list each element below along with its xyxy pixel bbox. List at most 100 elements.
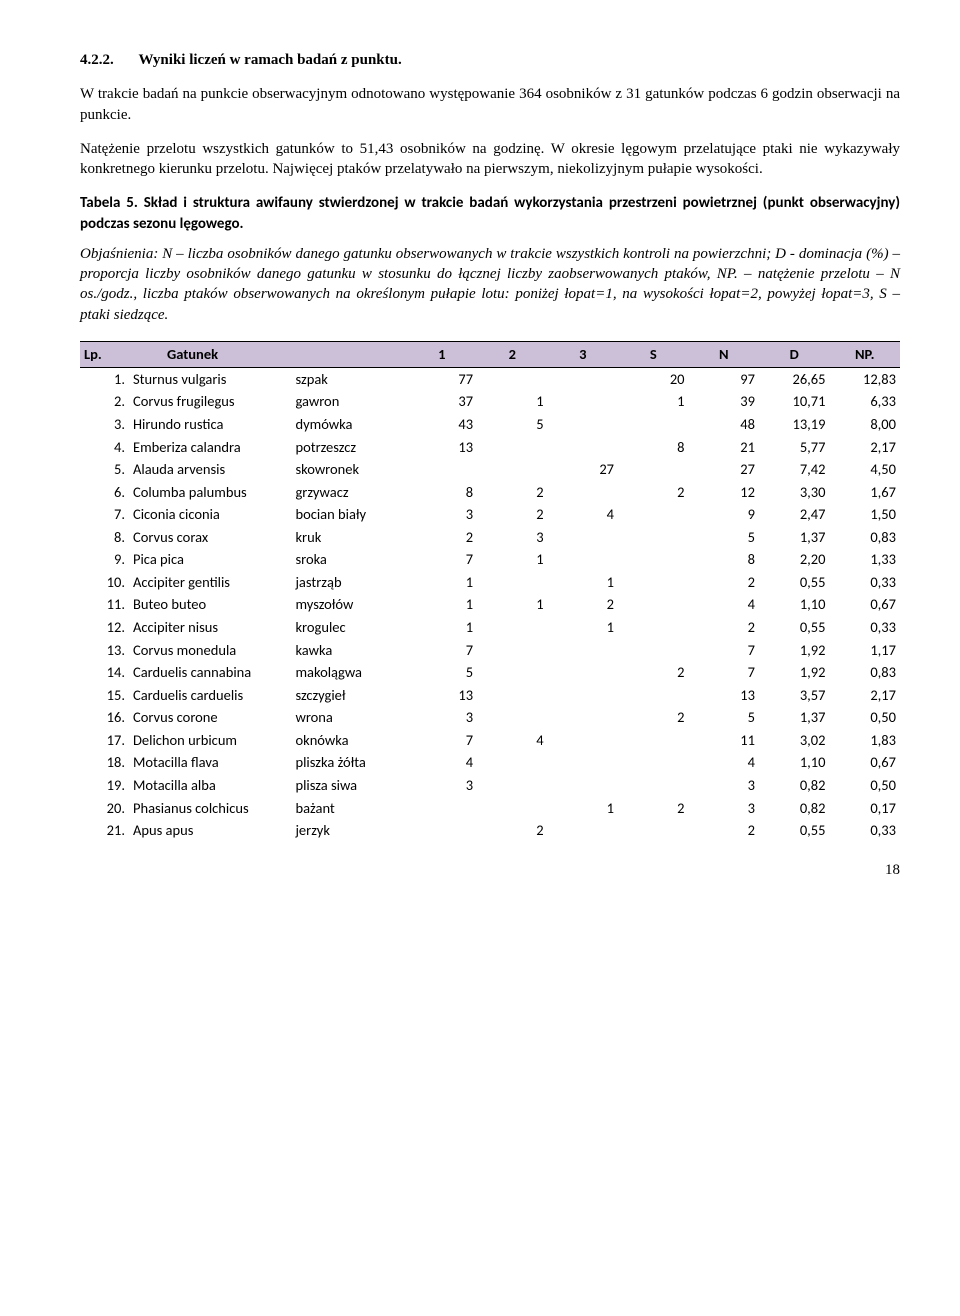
table-cell: 0,17: [829, 797, 900, 820]
table-cell: 19.: [80, 774, 127, 797]
table-cell: 21.: [80, 820, 127, 843]
table-cell: Delichon urbicum: [127, 729, 291, 752]
table-cell: 13: [407, 684, 477, 707]
th-1: 1: [407, 341, 477, 368]
table-cell: 12.: [80, 617, 127, 640]
table-cell: [618, 639, 688, 662]
table-cell: 0,55: [759, 820, 829, 843]
table-cell: 2.: [80, 391, 127, 414]
table-cell: makolągwa: [291, 662, 406, 685]
table-cell: Sturnus vulgaris: [127, 368, 291, 391]
table-cell: [548, 436, 618, 459]
table-cell: [618, 684, 688, 707]
table-cell: 0,82: [759, 797, 829, 820]
table-cell: 6,33: [829, 391, 900, 414]
table-cell: bocian biały: [291, 504, 406, 527]
page-number: 18: [80, 860, 900, 880]
table-cell: [618, 617, 688, 640]
table-cell: 7: [407, 729, 477, 752]
table-cell: plisza siwa: [291, 774, 406, 797]
table-cell: [618, 594, 688, 617]
table-cell: [407, 797, 477, 820]
table-cell: 27: [548, 459, 618, 482]
table-cell: 97: [689, 368, 759, 391]
table-cell: 17.: [80, 729, 127, 752]
table-cell: 8: [689, 549, 759, 572]
table-cell: [477, 752, 547, 775]
table-cell: 1,50: [829, 504, 900, 527]
table-cell: [477, 684, 547, 707]
table-cell: 1,10: [759, 752, 829, 775]
heading-text: Wyniki liczeń w ramach badań z punktu.: [138, 52, 401, 68]
table-cell: 8: [407, 481, 477, 504]
table-cell: 10,71: [759, 391, 829, 414]
table-cell: 9: [689, 504, 759, 527]
table-cell: 2: [477, 481, 547, 504]
table-cell: [618, 459, 688, 482]
table-row: 17.Delichon urbicumoknówka74113,021,83: [80, 729, 900, 752]
table-row: 12.Accipiter nisuskrogulec1120,550,33: [80, 617, 900, 640]
table-cell: [477, 459, 547, 482]
table-row: 8.Corvus coraxkruk2351,370,83: [80, 526, 900, 549]
table-cell: szpak: [291, 368, 406, 391]
table-cell: 1,83: [829, 729, 900, 752]
table-cell: kruk: [291, 526, 406, 549]
table-cell: Motacilla flava: [127, 752, 291, 775]
table-cell: 4: [689, 752, 759, 775]
table-cell: 20: [618, 368, 688, 391]
table-cell: wrona: [291, 707, 406, 730]
th-np: NP.: [829, 341, 900, 368]
table-cell: 16.: [80, 707, 127, 730]
table-cell: [548, 549, 618, 572]
table-cell: 0,55: [759, 571, 829, 594]
table-cell: Accipiter gentilis: [127, 571, 291, 594]
table-cell: 10.: [80, 571, 127, 594]
table-cell: 0,67: [829, 752, 900, 775]
table-cell: 1: [548, 617, 618, 640]
table-cell: 11: [689, 729, 759, 752]
table-cell: 5: [689, 526, 759, 549]
table-cell: grzywacz: [291, 481, 406, 504]
table-cell: 0,83: [829, 526, 900, 549]
table-cell: 21: [689, 436, 759, 459]
table-row: 18.Motacilla flavapliszka żółta441,100,6…: [80, 752, 900, 775]
table-cell: 14.: [80, 662, 127, 685]
table-cell: 15.: [80, 684, 127, 707]
table-cell: [618, 549, 688, 572]
table-cell: 1: [548, 797, 618, 820]
th-2: 2: [477, 341, 547, 368]
table-cell: [548, 774, 618, 797]
table-cell: jerzyk: [291, 820, 406, 843]
table-cell: [548, 391, 618, 414]
table-cell: 13: [689, 684, 759, 707]
table-cell: [477, 617, 547, 640]
table-cell: 3,02: [759, 729, 829, 752]
table-row: 5.Alauda arvensisskowronek27277,424,50: [80, 459, 900, 482]
table-cell: [477, 662, 547, 685]
table-cell: Alauda arvensis: [127, 459, 291, 482]
table-cell: 0,82: [759, 774, 829, 797]
table-cell: 1: [548, 571, 618, 594]
table-cell: 2: [618, 481, 688, 504]
table-cell: 8,00: [829, 413, 900, 436]
table-cell: 8: [618, 436, 688, 459]
table-cell: [407, 820, 477, 843]
table-cell: [477, 707, 547, 730]
table-cell: 18.: [80, 752, 127, 775]
table-header: Lp. Gatunek 1 2 3 S N D NP.: [80, 341, 900, 368]
table-cell: 2: [618, 797, 688, 820]
table-cell: 6.: [80, 481, 127, 504]
table-row: 11.Buteo buteomyszołów11241,100,67: [80, 594, 900, 617]
table-cell: 12,83: [829, 368, 900, 391]
table-cell: [477, 368, 547, 391]
table-cell: 2: [689, 617, 759, 640]
table-cell: 2: [477, 504, 547, 527]
table-cell: Apus apus: [127, 820, 291, 843]
table-cell: gawron: [291, 391, 406, 414]
table-cell: pliszka żółta: [291, 752, 406, 775]
table-cell: [618, 504, 688, 527]
table-cell: 7,42: [759, 459, 829, 482]
table-cell: oknówka: [291, 729, 406, 752]
table-cell: szczygieł: [291, 684, 406, 707]
table-cell: potrzeszcz: [291, 436, 406, 459]
